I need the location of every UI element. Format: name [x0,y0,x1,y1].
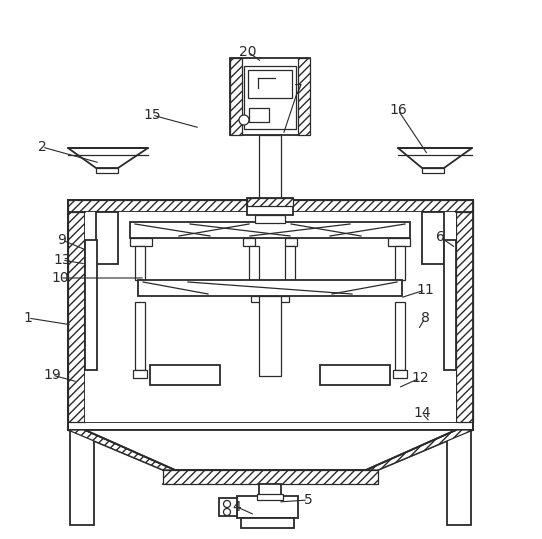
Bar [241,518,294,528]
Bar [251,296,289,302]
Bar [259,296,281,376]
Bar [456,212,473,422]
Text: 14: 14 [413,406,431,420]
Bar [447,430,471,525]
Bar [255,215,285,223]
Text: 2: 2 [37,140,47,154]
Bar [247,198,293,215]
Bar [85,240,97,370]
Bar [135,302,145,370]
Bar [259,135,281,205]
Polygon shape [85,430,456,470]
Bar [249,108,269,122]
Bar [320,365,390,385]
Text: 5: 5 [304,493,312,507]
Bar [130,238,152,246]
Bar [68,200,473,430]
Bar [237,496,298,518]
Circle shape [239,115,249,125]
Bar [285,238,297,246]
Bar [444,240,456,370]
Bar [150,365,220,385]
Bar [70,430,94,525]
Text: 10: 10 [51,271,69,285]
Text: 4: 4 [233,500,241,514]
Bar [135,246,145,280]
Bar [248,70,292,98]
Bar [388,238,410,246]
Bar [96,212,118,264]
Text: 7: 7 [294,83,302,97]
Polygon shape [68,430,175,470]
Bar [230,58,310,135]
Bar [163,470,378,484]
Bar [285,246,295,280]
Bar [249,246,259,280]
Bar [230,58,242,135]
Bar [244,66,296,129]
Bar [68,200,473,212]
Bar [138,280,402,296]
Bar [259,484,281,498]
Text: 8: 8 [421,311,429,325]
Text: 6: 6 [436,230,444,244]
Text: 13: 13 [53,253,71,267]
Bar [96,168,118,173]
Polygon shape [366,430,473,470]
Text: 12: 12 [411,371,429,385]
Bar [395,302,405,370]
Text: 20: 20 [239,45,257,59]
Text: 11: 11 [416,283,434,297]
Bar [422,212,444,264]
Bar [247,198,293,206]
Polygon shape [68,148,148,168]
Circle shape [223,508,230,515]
Bar [422,168,444,173]
Bar [85,212,456,422]
Bar [68,212,85,422]
Bar [243,238,255,246]
Bar [298,58,310,135]
Text: 16: 16 [389,103,407,117]
Text: 19: 19 [43,368,61,382]
Text: 1: 1 [23,311,33,325]
Bar [257,494,283,500]
Circle shape [223,501,230,508]
Polygon shape [398,148,472,168]
Bar [130,222,410,238]
Bar [393,370,407,378]
Bar [133,370,147,378]
Text: 15: 15 [143,108,161,122]
Text: 9: 9 [57,233,67,247]
Bar [395,246,405,280]
Bar [219,498,237,516]
